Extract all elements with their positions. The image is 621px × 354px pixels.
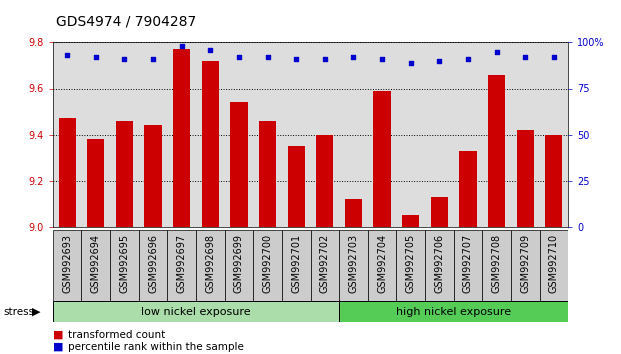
Bar <box>145 125 161 227</box>
Bar <box>87 139 104 227</box>
FancyBboxPatch shape <box>425 230 454 301</box>
Text: GSM992695: GSM992695 <box>119 234 129 293</box>
Text: GSM992705: GSM992705 <box>406 234 415 293</box>
Bar <box>316 135 333 227</box>
FancyBboxPatch shape <box>540 230 568 301</box>
FancyBboxPatch shape <box>483 230 511 301</box>
Text: GSM992707: GSM992707 <box>463 234 473 293</box>
Text: GSM992709: GSM992709 <box>520 234 530 293</box>
Bar <box>373 91 391 227</box>
FancyBboxPatch shape <box>53 301 339 322</box>
Text: GSM992696: GSM992696 <box>148 234 158 293</box>
Bar <box>517 130 534 227</box>
Text: GDS4974 / 7904287: GDS4974 / 7904287 <box>56 14 196 28</box>
Text: GSM992710: GSM992710 <box>549 234 559 293</box>
Point <box>263 55 273 60</box>
Bar <box>58 118 76 227</box>
Text: GSM992701: GSM992701 <box>291 234 301 293</box>
Point <box>148 56 158 62</box>
Bar <box>345 199 362 227</box>
Text: ■: ■ <box>53 342 63 352</box>
Bar <box>288 146 305 227</box>
Point <box>206 47 215 53</box>
FancyBboxPatch shape <box>110 230 138 301</box>
Text: low nickel exposure: low nickel exposure <box>141 307 251 316</box>
Bar <box>545 135 563 227</box>
Text: GSM992693: GSM992693 <box>62 234 72 293</box>
Text: ■: ■ <box>53 330 63 339</box>
Text: high nickel exposure: high nickel exposure <box>396 307 511 316</box>
Bar <box>116 121 133 227</box>
Text: GSM992702: GSM992702 <box>320 234 330 293</box>
Bar <box>431 196 448 227</box>
Text: GSM992694: GSM992694 <box>91 234 101 293</box>
Text: transformed count: transformed count <box>68 330 166 339</box>
FancyBboxPatch shape <box>454 230 483 301</box>
FancyBboxPatch shape <box>138 230 167 301</box>
Text: GSM992708: GSM992708 <box>492 234 502 293</box>
Point <box>549 55 559 60</box>
Bar <box>230 102 248 227</box>
Point <box>119 56 129 62</box>
Text: GSM992698: GSM992698 <box>206 234 215 293</box>
Point <box>62 52 72 58</box>
Point <box>406 60 415 65</box>
Bar <box>402 215 419 227</box>
Bar <box>259 121 276 227</box>
FancyBboxPatch shape <box>253 230 282 301</box>
Point <box>377 56 387 62</box>
Text: GSM992703: GSM992703 <box>348 234 358 293</box>
Point <box>348 55 358 60</box>
Point <box>177 43 187 49</box>
Text: percentile rank within the sample: percentile rank within the sample <box>68 342 244 352</box>
Point <box>463 56 473 62</box>
Text: GSM992700: GSM992700 <box>263 234 273 293</box>
Point <box>435 58 445 64</box>
Bar <box>488 75 505 227</box>
FancyBboxPatch shape <box>339 230 368 301</box>
Text: ▶: ▶ <box>32 307 41 316</box>
FancyBboxPatch shape <box>81 230 110 301</box>
Point <box>234 55 244 60</box>
Bar <box>173 50 190 227</box>
FancyBboxPatch shape <box>396 230 425 301</box>
FancyBboxPatch shape <box>368 230 396 301</box>
FancyBboxPatch shape <box>339 301 568 322</box>
FancyBboxPatch shape <box>167 230 196 301</box>
Point <box>520 55 530 60</box>
FancyBboxPatch shape <box>282 230 310 301</box>
Point <box>320 56 330 62</box>
FancyBboxPatch shape <box>225 230 253 301</box>
FancyBboxPatch shape <box>310 230 339 301</box>
Point <box>291 56 301 62</box>
FancyBboxPatch shape <box>511 230 540 301</box>
Bar <box>202 61 219 227</box>
Text: GSM992704: GSM992704 <box>377 234 387 293</box>
Point <box>91 55 101 60</box>
FancyBboxPatch shape <box>53 230 81 301</box>
Text: GSM992699: GSM992699 <box>234 234 244 293</box>
Text: GSM992697: GSM992697 <box>176 234 187 293</box>
FancyBboxPatch shape <box>196 230 225 301</box>
Text: stress: stress <box>3 307 34 316</box>
Text: GSM992706: GSM992706 <box>434 234 445 293</box>
Bar <box>460 151 476 227</box>
Point <box>492 49 502 55</box>
